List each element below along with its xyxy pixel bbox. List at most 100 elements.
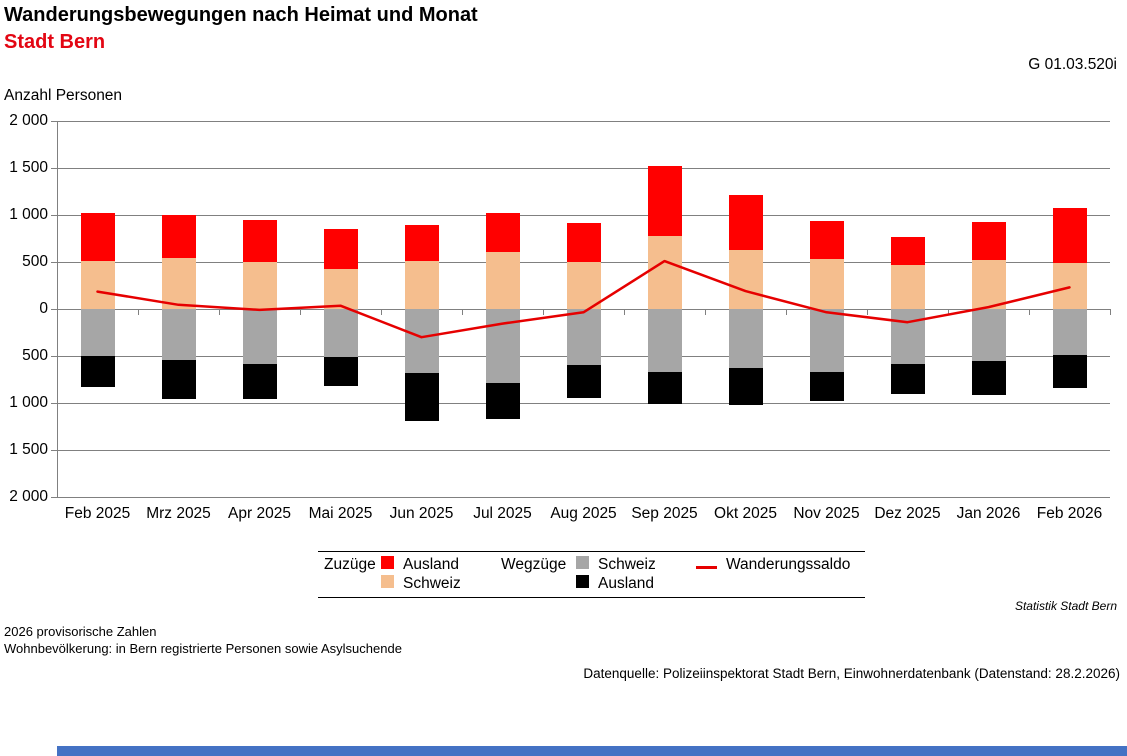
x-tick-label: Jan 2026	[956, 505, 1021, 522]
zero-axis-tick	[380, 309, 382, 315]
gridline	[57, 497, 1110, 498]
x-tick-label: Feb 2026	[1036, 505, 1103, 522]
y-tick-label: 1 500	[9, 159, 48, 176]
bar-wegzug-schweiz	[647, 309, 682, 372]
bar-wegzug-schweiz	[809, 309, 844, 372]
zero-axis-tick	[461, 309, 463, 315]
bar-wegzug-schweiz	[890, 309, 925, 365]
bar-zuzug-schweiz	[161, 258, 196, 309]
statistik-credit: Statistik Stadt Bern	[1014, 599, 1117, 613]
zero-axis-tick	[542, 309, 544, 315]
chart-title: Wanderungsbewegungen nach Heimat und Mon…	[4, 4, 478, 26]
bar-zuzug-ausland	[809, 220, 844, 259]
bar-wegzug-ausland	[890, 364, 925, 395]
bar-zuzug-ausland	[161, 215, 196, 259]
bar-wegzug-ausland	[242, 363, 277, 399]
y-axis-tick	[51, 450, 57, 451]
legend-swatch-saldo-line-icon	[696, 556, 726, 574]
y-axis-tick	[51, 121, 57, 122]
bar-wegzug-ausland	[80, 356, 115, 388]
x-tick-label: Nov 2025	[793, 505, 860, 522]
bar-zuzug-ausland	[566, 223, 601, 262]
bar-zuzug-ausland	[404, 225, 439, 261]
legend: Zuzüge Ausland Wegzüge Schweiz Wanderung…	[318, 551, 865, 598]
x-tick-label: Feb 2025	[64, 505, 131, 522]
y-axis-tick	[51, 168, 57, 169]
y-axis-line	[57, 121, 58, 497]
footnote-provisional: 2026 provisorische Zahlen	[4, 624, 157, 639]
legend-swatch-zuzug-schweiz-icon	[381, 574, 403, 593]
zero-axis-tick	[704, 309, 706, 315]
bar-wegzug-schweiz	[80, 309, 115, 356]
zero-axis-tick	[947, 309, 949, 315]
bar-wegzug-schweiz	[161, 309, 196, 361]
y-axis-tick	[51, 262, 57, 263]
y-axis-tick	[51, 497, 57, 498]
bar-wegzug-ausland	[647, 371, 682, 404]
bar-wegzug-schweiz	[323, 309, 358, 357]
bar-wegzug-ausland	[566, 364, 601, 398]
x-tick-label: Okt 2025	[714, 505, 777, 522]
zero-axis-tick	[299, 309, 301, 315]
y-tick-label: 500	[22, 347, 48, 364]
bar-zuzug-schweiz	[647, 235, 682, 309]
bar-zuzug-schweiz	[404, 260, 439, 309]
bar-wegzug-ausland	[809, 371, 844, 401]
legend-group-wegzuege: Wegzüge	[501, 555, 567, 573]
data-source-note: Datenquelle: Polizeiinspektorat Stadt Be…	[583, 666, 1120, 681]
bar-zuzug-schweiz	[80, 261, 115, 309]
y-tick-label: 1 500	[9, 441, 48, 458]
footnote-population-definition: Wohnbevölkerung: in Bern registrierte Pe…	[4, 641, 402, 656]
bar-wegzug-ausland	[485, 383, 520, 420]
zero-axis-tick	[866, 309, 868, 315]
legend-swatch-zuzug-ausland-icon	[381, 555, 403, 574]
bar-zuzug-ausland	[80, 213, 115, 262]
x-tick-label: Apr 2025	[228, 505, 291, 522]
y-tick-label: 0	[39, 300, 48, 317]
x-tick-label: Jun 2025	[389, 505, 454, 522]
bar-zuzug-ausland	[728, 195, 763, 250]
bar-zuzug-ausland	[890, 237, 925, 266]
footer-accent-bar	[57, 746, 1127, 756]
bar-zuzug-ausland	[647, 166, 682, 236]
gridline	[57, 403, 1110, 404]
saldo-line	[96, 259, 1071, 339]
bar-wegzug-ausland	[728, 367, 763, 405]
zero-axis-tick	[785, 309, 787, 315]
bar-zuzug-schweiz	[242, 261, 277, 309]
chart-subtitle: Stadt Bern	[4, 31, 106, 53]
legend-label-zuzug-schweiz: Schweiz	[403, 574, 461, 592]
x-tick-label: Dez 2025	[874, 505, 941, 522]
y-tick-label: 2 000	[9, 112, 48, 129]
bar-zuzug-schweiz	[566, 262, 601, 309]
y-tick-label: 1 000	[9, 206, 48, 223]
gridline	[57, 168, 1110, 169]
plot-area	[57, 121, 1111, 498]
x-tick-label: Jul 2025	[473, 505, 532, 522]
y-axis-tick	[51, 403, 57, 404]
bar-zuzug-schweiz	[485, 252, 520, 309]
legend-label-wegzug-ausland: Ausland	[598, 574, 655, 592]
bar-wegzug-ausland	[404, 373, 439, 421]
y-axis-tick	[51, 215, 57, 216]
bar-zuzug-schweiz	[728, 249, 763, 309]
legend-swatch-wegzug-ausland-icon	[576, 574, 598, 593]
y-tick-label: 1 000	[9, 394, 48, 411]
zero-axis-tick	[1028, 309, 1030, 315]
x-tick-label: Mrz 2025	[146, 505, 211, 522]
zero-axis-tick	[137, 309, 139, 315]
legend-label-saldo: Wanderungssaldo	[726, 555, 851, 573]
bar-zuzug-ausland	[242, 220, 277, 262]
bar-zuzug-schweiz	[890, 265, 925, 309]
bar-wegzug-schweiz	[242, 309, 277, 364]
y-tick-label: 2 000	[9, 488, 48, 505]
bar-zuzug-schweiz	[809, 258, 844, 309]
legend-swatch-wegzug-schweiz-icon	[576, 555, 598, 574]
zero-axis-tick	[623, 309, 625, 315]
graph-id: G 01.03.520i	[1028, 56, 1117, 73]
bar-zuzug-ausland	[323, 228, 358, 269]
x-tick-label: Mai 2025	[308, 505, 373, 522]
bar-wegzug-ausland	[971, 361, 1006, 395]
legend-label-wegzug-schweiz: Schweiz	[598, 555, 656, 573]
zero-axis-tick	[1109, 309, 1111, 315]
